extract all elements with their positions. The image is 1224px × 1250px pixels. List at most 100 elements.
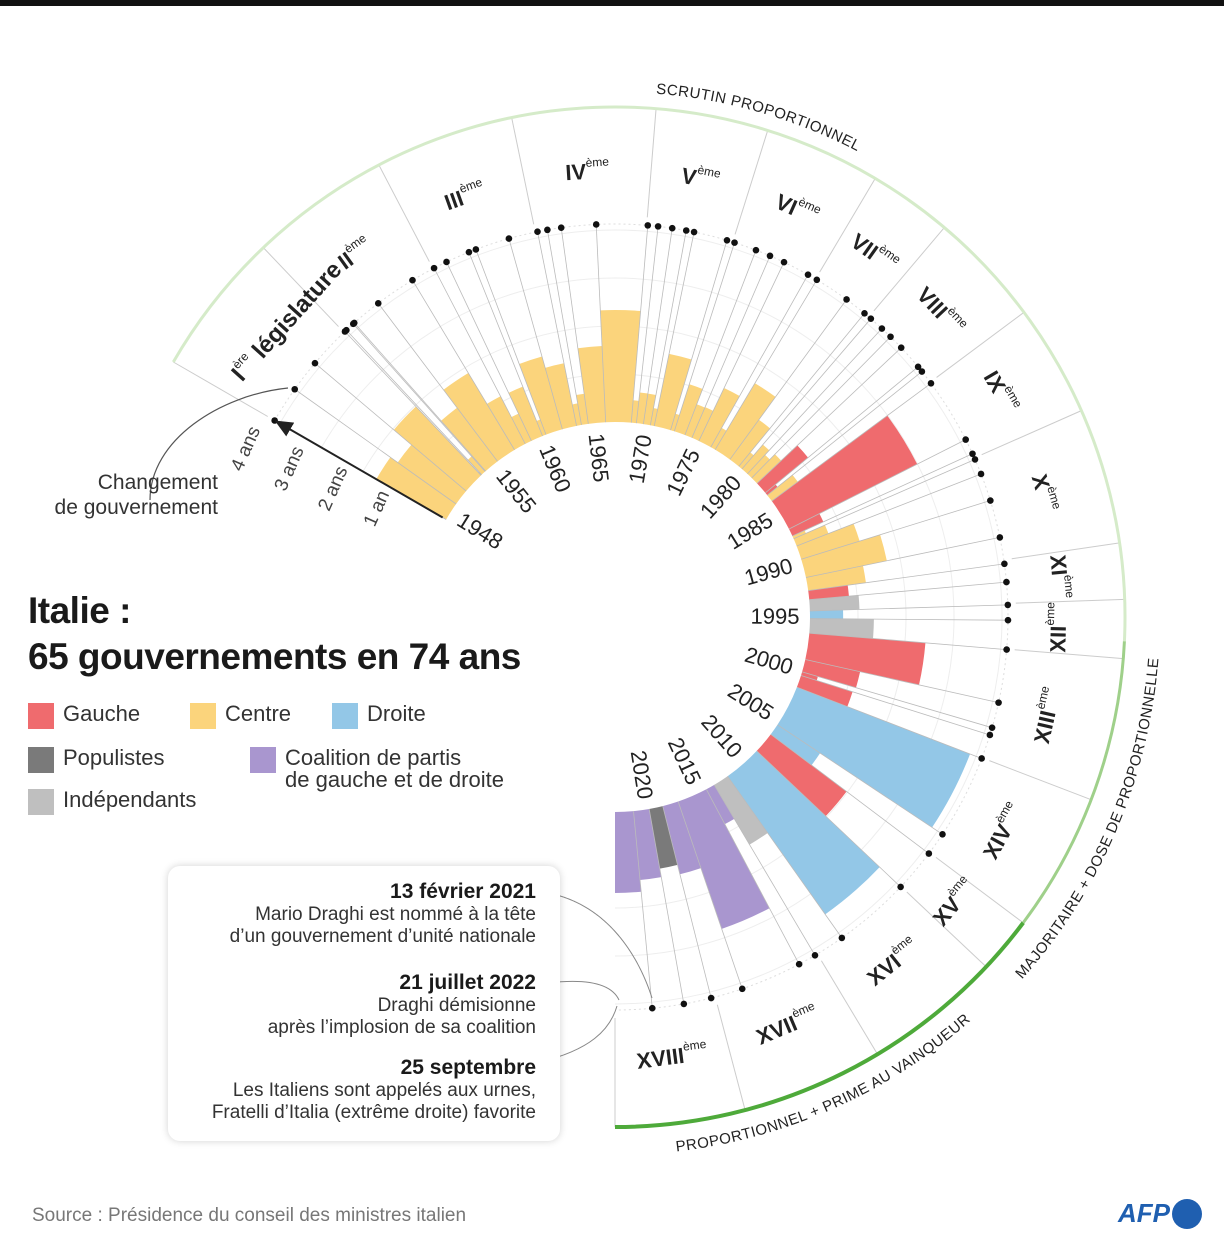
government-line: [294, 388, 457, 505]
government-change-dot: [465, 248, 473, 256]
government-line: [508, 238, 563, 430]
year-label: 1985: [723, 507, 778, 554]
legislature-boundary: [873, 227, 945, 312]
government-change-dot: [680, 1000, 688, 1008]
legislature-label: VIIème: [846, 226, 903, 278]
legislature-label: IIIème: [440, 175, 489, 215]
government-change-dot: [1004, 616, 1012, 624]
government-line: [809, 632, 1007, 650]
government-bar: [801, 671, 818, 681]
government-line: [800, 675, 991, 736]
government-change-dot: [682, 227, 690, 234]
legislature-boundary: [1015, 598, 1125, 604]
government-bar: [796, 523, 860, 560]
year-label: 1990: [742, 553, 796, 590]
government-line: [560, 227, 589, 424]
legislature-boundary: [819, 178, 876, 273]
government-bar: [650, 408, 658, 426]
legislature-label: Vème: [679, 160, 722, 194]
government-change-dot: [867, 315, 875, 322]
duration-scale-label: 2 ans: [314, 463, 352, 514]
legend-droite: Droite: [332, 703, 426, 729]
electoral-system-arc: [172, 105, 1127, 642]
government-change-dot: [962, 436, 969, 443]
government-line: [788, 439, 966, 530]
government-change-dot: [343, 326, 350, 334]
government-bar: [684, 404, 705, 438]
government-change-dot: [731, 239, 738, 246]
year-label: 1955: [491, 464, 541, 518]
legislature-boundary: [906, 891, 987, 968]
government-line: [595, 224, 607, 423]
government-bar: [802, 659, 861, 688]
government-bar: [738, 452, 754, 469]
government-change-dot: [291, 385, 299, 393]
government-line: [713, 784, 816, 956]
government-line: [771, 383, 932, 502]
government-change-dot: [804, 271, 812, 278]
afp-logo: AFP: [1118, 1198, 1202, 1229]
government-bar: [600, 309, 641, 423]
government-change-dot: [557, 224, 565, 231]
government-bar: [511, 413, 532, 444]
year-label: 2010: [696, 709, 747, 762]
government-change-dot: [752, 246, 760, 254]
legislature-label: XIIème: [1042, 602, 1071, 653]
government-line: [684, 250, 757, 436]
government-bar: [508, 386, 543, 441]
year-label: 1980: [695, 470, 746, 523]
government-line: [344, 331, 482, 476]
changement-connector: [149, 387, 289, 501]
government-change-dot: [311, 359, 319, 367]
government-change-dot: [843, 296, 850, 303]
legislature-label: XIème: [1045, 553, 1077, 600]
government-bar: [808, 585, 849, 600]
government-change-dot: [813, 276, 821, 284]
government-bar: [443, 373, 515, 462]
government-line: [643, 228, 673, 425]
legislature-boundary: [936, 311, 1025, 378]
government-line: [691, 255, 771, 438]
government-change-dot: [738, 985, 746, 993]
government-line: [630, 225, 649, 423]
government-line: [801, 671, 993, 729]
government-line: [537, 231, 577, 426]
year-label: 2015: [663, 734, 706, 789]
government-change-dot: [795, 960, 803, 968]
legislature-label: XIIIème: [1026, 684, 1066, 745]
government-line: [633, 811, 653, 1009]
government-line: [649, 230, 687, 426]
government-line: [756, 750, 901, 888]
government-bar: [486, 396, 526, 450]
government-change-dot: [766, 252, 774, 260]
electoral-system-label: SCRUTIN PROPORTIONNEL: [656, 81, 864, 155]
electoral-system-arc: [1021, 641, 1126, 924]
government-line: [314, 362, 467, 492]
government-bar: [643, 393, 656, 426]
government-line: [433, 267, 526, 445]
government-line: [809, 581, 1007, 601]
year-label: 1960: [534, 441, 576, 496]
government-bar: [777, 687, 971, 828]
government-bar: [691, 407, 714, 441]
government-change-dot: [430, 264, 438, 272]
government-line: [809, 604, 1008, 612]
government-line: [352, 323, 486, 472]
government-line: [475, 249, 547, 435]
government-line: [670, 240, 728, 431]
government-change-dot: [971, 456, 979, 463]
legislature-label: Ière législature: [225, 255, 348, 387]
government-change-dot: [592, 221, 600, 228]
government-bar: [577, 346, 606, 424]
legislature-label: XVIIème: [752, 999, 823, 1050]
legislature-label: XIVème: [976, 798, 1029, 863]
government-line: [801, 500, 991, 560]
legislature-boundary: [989, 760, 1092, 801]
government-bar: [747, 454, 770, 478]
year-label: 1948: [453, 507, 508, 554]
government-change-dot: [644, 222, 652, 229]
government-change-dot: [350, 319, 358, 327]
legislature-label: XVIème: [861, 932, 924, 991]
government-bar: [767, 474, 798, 502]
